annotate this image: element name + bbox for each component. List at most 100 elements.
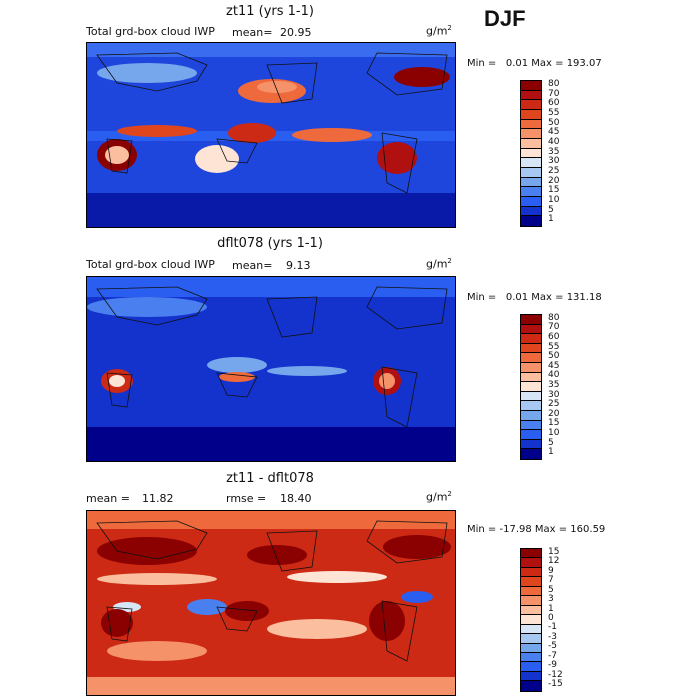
colorbar-tick-label: 3 xyxy=(548,594,554,605)
panel-3-units: g/m2 xyxy=(426,490,452,504)
colorbar-tick-label: 60 xyxy=(548,332,560,342)
colorbar-swatch xyxy=(521,401,541,411)
panel-2-colorbar-labels: 80 70 60 55 50 45 40 35 30 25 20 15 10 5 1 xyxy=(548,312,578,460)
colorbar-swatch xyxy=(521,177,541,188)
colorbar-swatch xyxy=(521,439,541,450)
colorbar-tick-label: 20 xyxy=(548,408,560,419)
colorbar-tick-label: -7 xyxy=(548,650,557,661)
colorbar-tick-label: 9 xyxy=(548,565,554,576)
colorbar-tick-label: 55 xyxy=(548,341,560,352)
colorbar-tick-label: 70 xyxy=(548,322,560,333)
colorbar-tick-label: -15 xyxy=(548,679,563,690)
colorbar-tick-label: 0 xyxy=(548,613,554,623)
colorbar-swatch xyxy=(521,362,541,373)
colorbar-swatch xyxy=(521,109,541,120)
colorbar-tick-label: 30 xyxy=(548,389,560,400)
colorbar-swatch xyxy=(521,410,541,421)
colorbar-swatch xyxy=(521,90,541,101)
colorbar-swatch xyxy=(521,605,541,616)
colorbar-tick-label: 5 xyxy=(548,584,554,595)
panel-3-stats: Min = -17.98 Max = 160.59 xyxy=(467,524,606,535)
colorbar-swatch xyxy=(521,567,541,578)
panel-3-colorbar-labels: 15 12 9 7 5 3 1 0 -1 -3 -5 -7 -9 -12 -15 xyxy=(548,546,578,692)
colorbar-swatch xyxy=(521,382,541,392)
colorbar-swatch xyxy=(521,420,541,431)
panel-3-title: zt11 - dflt078 xyxy=(226,471,314,486)
colorbar-swatch xyxy=(521,100,541,110)
colorbar-swatch xyxy=(521,662,541,672)
panel-3-colorbar xyxy=(520,548,542,692)
colorbar-tick-label: 35 xyxy=(548,380,560,390)
colorbar-swatch xyxy=(521,372,541,383)
colorbar-tick-label: 80 xyxy=(548,78,560,89)
panel-1-title: zt11 (yrs 1-1) xyxy=(226,4,314,19)
colorbar-tick-label: 20 xyxy=(548,175,560,186)
season-label: DJF xyxy=(484,6,526,31)
colorbar-tick-label: 7 xyxy=(548,575,554,586)
panel-3-rmse-label: rmse = xyxy=(226,492,267,505)
panel-1-map xyxy=(86,42,456,228)
colorbar-tick-label: 80 xyxy=(548,312,560,323)
colorbar-swatch xyxy=(521,558,541,568)
panel-2-map xyxy=(86,276,456,462)
colorbar-swatch xyxy=(521,324,541,335)
colorbar-tick-label: 12 xyxy=(548,556,560,567)
colorbar-tick-label: 1 xyxy=(548,214,554,225)
colorbar-tick-label: 5 xyxy=(548,437,554,448)
colorbar-swatch xyxy=(521,643,541,653)
panel-3-rmse-value: 18.40 xyxy=(280,492,312,505)
colorbar-swatch xyxy=(521,119,541,130)
colorbar-tick-label: 15 xyxy=(548,418,560,429)
colorbar-swatch xyxy=(521,549,541,559)
colorbar-swatch xyxy=(521,187,541,197)
colorbar-tick-label: 45 xyxy=(548,127,560,138)
colorbar-swatch xyxy=(521,681,541,691)
colorbar-tick-label: 35 xyxy=(548,146,560,157)
colorbar-swatch xyxy=(521,315,541,325)
colorbar-swatch xyxy=(521,206,541,217)
colorbar-tick-label: -12 xyxy=(548,669,563,680)
colorbar-swatch xyxy=(521,586,541,597)
colorbar-swatch xyxy=(521,430,541,440)
panel-3-map xyxy=(86,510,456,696)
colorbar-swatch xyxy=(521,148,541,159)
panel-2-units: g/m2 xyxy=(426,257,452,271)
colorbar-tick-label: 40 xyxy=(548,136,560,147)
colorbar-swatch xyxy=(521,138,541,149)
colorbar-swatch xyxy=(521,652,541,663)
colorbar-tick-label: 40 xyxy=(548,370,560,381)
colorbar-tick-label: 30 xyxy=(548,156,560,167)
panel-1-colorbar xyxy=(520,80,542,227)
colorbar-swatch xyxy=(521,624,541,635)
colorbar-swatch xyxy=(521,81,541,91)
colorbar-tick-label: 55 xyxy=(548,107,560,118)
panel-1-subtitle: Total grd-box cloud IWP xyxy=(86,25,215,38)
colorbar-tick-label: 60 xyxy=(548,98,560,109)
colorbar-tick-label: 50 xyxy=(548,117,560,128)
colorbar-swatch xyxy=(521,167,541,178)
colorbar-tick-label: 45 xyxy=(548,360,560,371)
colorbar-swatch xyxy=(521,353,541,363)
panel-2-subtitle: Total grd-box cloud IWP xyxy=(86,258,215,271)
colorbar-swatch xyxy=(521,129,541,139)
panel-2-mean-label: mean= xyxy=(232,259,273,272)
colorbar-tick-label: -5 xyxy=(548,641,557,652)
panel-1-mean-value: 20.95 xyxy=(280,26,312,39)
panel-1-units: g/m2 xyxy=(426,24,452,38)
colorbar-tick-label: 1 xyxy=(548,603,554,614)
colorbar-tick-label: -1 xyxy=(548,622,557,633)
colorbar-tick-label: 25 xyxy=(548,165,560,176)
panel-1-mean-label: mean= xyxy=(232,26,273,39)
colorbar-swatch xyxy=(521,343,541,354)
colorbar-swatch xyxy=(521,615,541,625)
colorbar-tick-label: 15 xyxy=(548,546,560,557)
colorbar-tick-label: 5 xyxy=(548,204,554,215)
panel-1-colorbar-labels: 80 70 60 55 50 45 40 35 30 25 20 15 10 5 1 xyxy=(548,78,578,227)
colorbar-tick-label: -3 xyxy=(548,631,557,642)
panel-1-stats: Min = 0.01 Max = 193.07 xyxy=(467,58,602,69)
colorbar-tick-label: 15 xyxy=(548,185,560,196)
colorbar-swatch xyxy=(521,334,541,344)
colorbar-swatch xyxy=(521,634,541,644)
panel-2-title: dflt078 (yrs 1-1) xyxy=(217,236,323,251)
colorbar-tick-label: 10 xyxy=(548,428,560,438)
